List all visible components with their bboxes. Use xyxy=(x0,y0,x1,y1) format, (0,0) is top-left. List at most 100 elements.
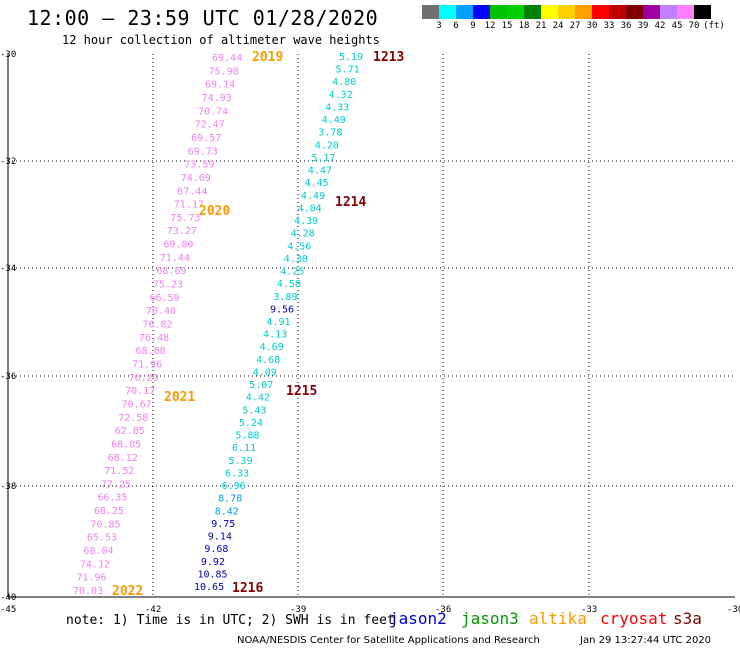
wave-value-altika: 71.96 xyxy=(132,359,162,370)
wave-value-jason: 4.09 xyxy=(253,367,277,378)
legend-swatch xyxy=(677,5,694,19)
page-title: 12:00 — 23:59 UTC 01/28/2020 xyxy=(27,6,379,30)
wave-value-altika: 75.73 xyxy=(170,213,200,224)
wave-value-jason: 5.43 xyxy=(242,405,266,416)
generated-timestamp: Jan 29 13:27:44 UTC 2020 xyxy=(580,635,712,646)
wave-value-altika: 68.88 xyxy=(136,346,166,357)
y-tick-label: -36 xyxy=(0,372,16,382)
wave-value-altika: 76.82 xyxy=(143,320,173,331)
wave-value-jason: 9.75 xyxy=(211,519,235,530)
y-tick-label: -40 xyxy=(0,593,16,603)
wave-value-jason: 5.88 xyxy=(235,431,259,442)
wave-value-jason: 9.68 xyxy=(204,544,228,555)
wave-value-altika: 71.52 xyxy=(104,466,134,477)
x-tick-label: -42 xyxy=(145,605,161,615)
wave-value-jason: 4.49 xyxy=(322,115,346,126)
wave-value-altika: 76.48 xyxy=(139,333,169,344)
legend-label: 39 xyxy=(637,21,649,31)
wave-value-jason: 5.71 xyxy=(336,65,360,76)
wave-value-altika: 69.80 xyxy=(163,240,193,251)
satellite-legend-item: jason2 xyxy=(389,609,447,628)
legend-label: 9 xyxy=(470,21,476,31)
wave-value-jason: 8.78 xyxy=(218,494,242,505)
y-tick-label: -34 xyxy=(0,264,16,274)
wave-value-altika: 71.17 xyxy=(174,200,204,211)
legend-label: 42 xyxy=(654,21,666,31)
legend-label: 6 xyxy=(453,21,459,31)
legend-label: 18 xyxy=(518,21,530,31)
wave-value-jason: 4.33 xyxy=(325,102,349,113)
legend-label: 30 xyxy=(586,21,598,31)
legend-swatch xyxy=(626,5,643,19)
legend-label: 15 xyxy=(501,21,513,31)
wave-value-jason: 8.42 xyxy=(215,506,239,517)
wave-value-jason: 6.33 xyxy=(225,468,249,479)
satellite-legend-item: altika xyxy=(529,609,587,628)
legend-swatch xyxy=(439,5,456,19)
wave-value-jason: 4.04 xyxy=(298,203,322,214)
wave-value-altika: 70.17 xyxy=(125,386,155,397)
wave-value-altika: 69.44 xyxy=(212,53,242,64)
legend-swatch xyxy=(524,5,541,19)
wave-value-jason: 4.56 xyxy=(287,241,311,252)
wave-value-jason: 10.85 xyxy=(197,569,227,580)
wave-value-altika: 70.67 xyxy=(122,399,152,410)
wave-value-jason: 5.17 xyxy=(311,153,335,164)
wave-value-jason: 10.65 xyxy=(194,582,224,593)
legend-swatch xyxy=(490,5,507,19)
units-note: note: 1) Time is in UTC; 2) SWH is in fe… xyxy=(66,613,395,628)
x-tick-label: -30 xyxy=(727,605,740,615)
wave-value-altika: 62.85 xyxy=(115,426,145,437)
wave-value-jason: 3.89 xyxy=(273,292,297,303)
legend-label: 3 xyxy=(436,21,442,31)
legend-swatch xyxy=(558,5,575,19)
page-subtitle: 12 hour collection of altimeter wave hei… xyxy=(62,33,380,47)
wave-value-altika: 72.58 xyxy=(118,413,148,424)
wave-value-altika: 70.29 xyxy=(129,373,159,384)
wave-value-altika: 75.98 xyxy=(209,66,239,77)
wave-value-altika: 66.59 xyxy=(149,293,179,304)
satellite-legend-item: cryosat xyxy=(600,609,668,628)
wave-value-altika: 73.27 xyxy=(167,226,197,237)
x-tick-label: -45 xyxy=(0,605,16,615)
legend-label: 21 xyxy=(535,21,547,31)
credit-line: NOAA/NESDIS Center for Satellite Applica… xyxy=(237,635,540,646)
wave-value-jason: 5.07 xyxy=(249,380,273,391)
pass-labels: 1213 1214 1215 1216 2019 2020 2021 2022 xyxy=(112,50,404,599)
color-scale-labels: 3 6 9 12 15 18 21 24 27 30 33 36 39 42 45 70 (ft) xyxy=(422,21,740,33)
wave-value-altika: 70.74 xyxy=(198,106,228,117)
legend-swatch xyxy=(592,5,609,19)
wave-value-jason: 4.58 xyxy=(277,279,301,290)
wave-value-altika: 69.14 xyxy=(205,80,235,91)
legend-label: 70 xyxy=(688,21,700,31)
wave-value-altika: 71.96 xyxy=(76,573,106,584)
pass-number-label: 1213 xyxy=(373,50,404,65)
x-axis-labels: -45 -42 -39 -36 -33 -30 xyxy=(0,605,740,615)
wave-value-altika: 68.85 xyxy=(111,439,141,450)
wave-value-altika: 67.44 xyxy=(177,186,207,197)
wave-value-altika: 73.59 xyxy=(184,160,214,171)
legend-label: 24 xyxy=(552,21,564,31)
wave-value-altika: 72.47 xyxy=(195,120,225,131)
wave-value-jason: 4.49 xyxy=(301,191,325,202)
pass-number-label: 2022 xyxy=(112,584,143,599)
legend-label: 12 xyxy=(484,21,496,31)
satellite-legend-item: s3a xyxy=(673,609,702,628)
legend-swatch xyxy=(694,5,711,19)
wave-value-altika: 70.03 xyxy=(73,586,103,597)
y-tick-label: -30 xyxy=(0,50,16,60)
wave-value-altika: 69.57 xyxy=(191,133,221,144)
legend-swatch xyxy=(660,5,677,19)
wave-value-jason: 4.25 xyxy=(280,267,304,278)
wave-value-jason: 4.20 xyxy=(315,140,339,151)
wave-value-jason: 4.32 xyxy=(329,90,353,101)
wave-value-jason: 6.11 xyxy=(232,443,256,454)
wave-value-jason: 9.56 xyxy=(270,304,294,315)
legend-swatch xyxy=(643,5,660,19)
x-tick-label: -36 xyxy=(435,605,451,615)
pass-number-label: 2020 xyxy=(199,204,230,219)
legend-swatch xyxy=(541,5,558,19)
pass-number-label: 1214 xyxy=(335,195,366,210)
y-axis-labels: -30 -32 -34 -36 -38 -40 xyxy=(0,50,16,603)
wave-value-altika: 66.35 xyxy=(97,493,127,504)
